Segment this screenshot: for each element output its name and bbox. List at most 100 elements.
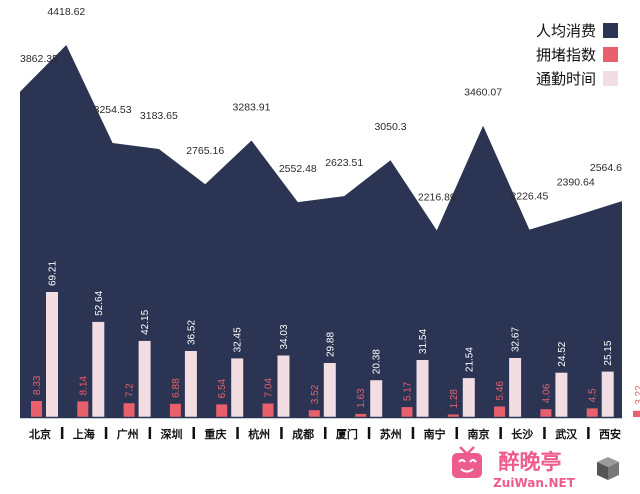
commute-bar [277,355,290,417]
category-label: 北京 [29,427,51,441]
congestion-label: 5.46 [495,381,506,401]
commute-label: 34.03 [279,324,290,349]
consumption-label: 2552.48 [279,163,317,175]
category-label: 西安 [599,427,621,441]
commute-bar [184,351,197,417]
congestion-label: 4.5 [588,388,599,402]
tv-icon [452,446,482,478]
commute-bar [416,360,429,417]
congestion-bar [447,414,459,417]
commute-bar [46,292,58,417]
category-label: 深圳 [161,427,183,441]
commute-label: 24.52 [557,341,568,366]
category-tick [148,427,152,439]
congestion-bar [308,410,320,417]
congestion-bar [216,404,228,417]
category-tick [104,427,108,439]
congestion-label: 5.17 [403,381,414,401]
congestion-bar [401,407,413,417]
congestion-label: 1.28 [449,389,460,409]
category-tick [455,427,458,439]
commute-label: 21.54 [464,347,475,372]
consumption-area [20,45,622,417]
consumption-label: 2390.64 [557,177,595,189]
category-tick [499,427,502,439]
congestion-label: 4.06 [541,383,552,403]
category-tick [280,427,283,439]
congestion-label: 1.63 [356,388,367,408]
category-tick [411,427,415,439]
congestion-bar [586,408,598,417]
legend-label-consumption: 人均消费 [536,22,596,40]
consumption-area-layer [20,45,622,417]
cube-icon [597,457,619,480]
congestion-bar [77,401,89,417]
consumption-label: 2216.89 [418,191,456,203]
commute-bar [370,380,383,417]
congestion-bar [540,409,552,417]
consumption-label: 3283.91 [233,102,271,114]
category-tick [324,427,327,439]
commute-label: 36.52 [186,320,197,345]
legend-swatch-congestion [603,47,618,62]
consumption-label: 3862.35 [20,53,58,65]
congestion-bar [169,403,181,417]
category-label: 广州 [117,427,139,441]
consumption-label: 2623.51 [325,157,363,169]
consumption-label: 2564.6 [590,162,622,174]
congestion-bar [31,401,42,417]
category-label: 上海 [73,427,95,441]
category-tick [60,427,64,439]
watermark-name: 醉晚亭 [499,450,562,474]
category-label: 成都 [292,427,314,441]
category-axis: 北京 上海 广州 深圳 重庆 杭州 成都 厦门 苏州 南宁 南京 长沙 武汉 西安 [20,416,622,441]
commute-label: 20.38 [372,349,383,374]
commute-bar [555,372,568,417]
category-tick [236,427,239,439]
congestion-label: 3.22 [634,385,640,405]
congestion-bar [123,403,135,417]
category-label: 长沙 [511,427,533,441]
consumption-label: 3254.53 [94,104,132,116]
congestion-label: 8.14 [78,375,89,395]
congestion-bar [355,413,367,417]
category-label: 厦门 [336,427,358,441]
category-label: 杭州 [248,427,270,441]
consumption-label: 3183.65 [140,110,178,122]
category-label: 苏州 [380,427,402,441]
commute-bar [138,340,151,417]
commute-bar [601,371,614,417]
congestion-bar [494,406,506,417]
category-tick [192,427,195,439]
consumption-label: 3460.07 [464,87,502,99]
category-tick [543,427,546,439]
commute-label: 52.64 [94,290,105,315]
legend-label-commute: 通勤时间 [536,70,596,88]
commute-bar [462,378,475,417]
commute-label: 25.15 [603,340,614,365]
data-labels-layer: 3862.35 4418.62 3254.53 3183.65 2765.16 3283.… [20,6,640,409]
watermark-site: ZuiWan.NET [493,476,576,490]
commute-label: 42.15 [140,309,151,334]
category-tick [367,427,371,439]
category-label: 南京 [468,427,490,441]
bars-layer [31,292,640,417]
congestion-label: 7.2 [125,383,136,397]
watermark-logo: 醉晚亭 ZuiWan.NET [452,446,619,490]
commute-label: 32.45 [233,327,244,352]
category-label: 重庆 [204,427,226,441]
commute-bar [323,363,336,417]
congestion-label: 7.04 [264,378,275,398]
category-label: 南宁 [424,427,446,441]
legend-swatch-commute [603,71,618,86]
congestion-bar [262,403,274,417]
congestion-label: 6.54 [217,378,228,398]
category-tick [587,427,590,439]
commute-label: 32.67 [511,327,522,352]
consumption-label: 2226.45 [510,191,548,203]
category-label: 武汉 [555,427,578,441]
legend-swatch-consumption [603,23,618,38]
consumption-label: 4418.62 [47,6,85,18]
commute-label: 29.88 [325,332,336,357]
